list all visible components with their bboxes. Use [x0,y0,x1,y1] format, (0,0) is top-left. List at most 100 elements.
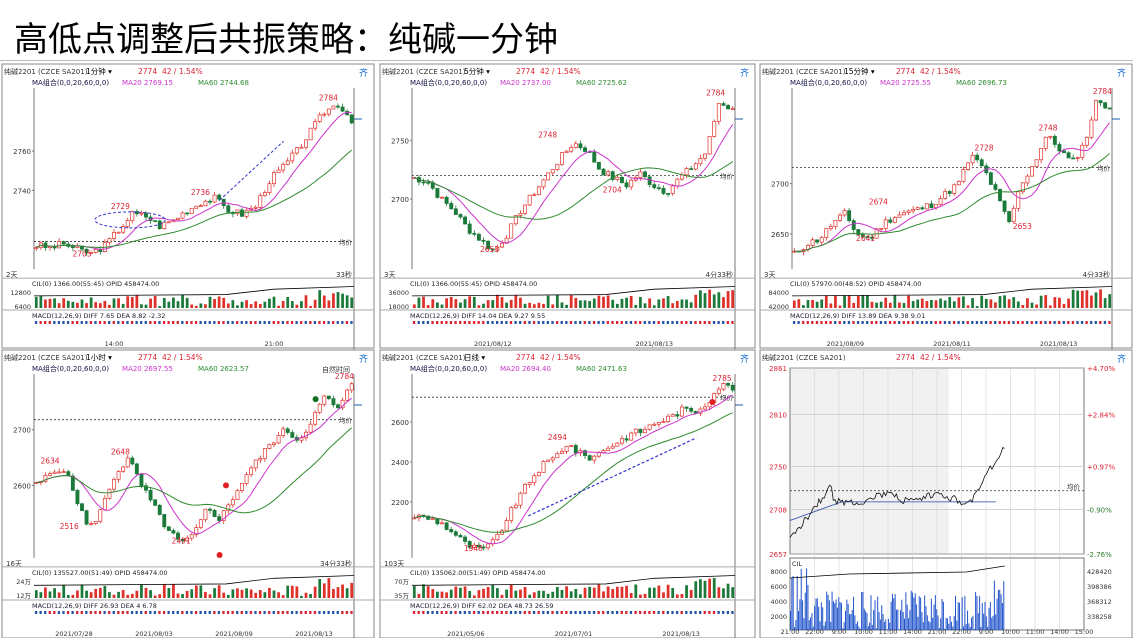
candle-body [185,212,190,215]
macd-bar [1016,321,1020,324]
volume-bar [509,584,513,598]
macd-bar [916,321,919,324]
macd-bar [606,611,610,614]
volume-bar [240,589,244,598]
volume-bar [1048,305,1052,308]
macd-bar [94,321,97,324]
volume-bar [835,599,837,630]
macd-bar [350,611,353,614]
candle-body [647,424,652,430]
volume-bar [806,299,810,308]
candle-body [870,236,874,239]
ma-combo-label: MA组合(0,0,20,60,0,0) [32,78,109,87]
macd-bar [708,611,711,614]
volume-bar [933,604,935,630]
macd-bar [199,321,202,324]
volume-bar [796,575,798,630]
volume-bar [560,589,564,598]
vol-tick-label: 6000 [770,583,787,591]
volume-header: CIL(0) 57970.00(48:52) OPID 458474.00 [790,280,921,288]
countdown-label: 4分33秒 [706,270,733,279]
macd-bar [336,611,339,614]
macd-bar [108,321,111,324]
volume-bar [726,583,730,598]
time-axis-label: 15:00 [1075,628,1094,636]
volume-bar [459,302,462,308]
candle-body [892,217,897,223]
volume-bar [231,300,235,308]
volume-bar [634,304,638,308]
candle-body [1103,102,1108,109]
chart-panel-6: 纯碱2201 (CZCE SA201) 2774 42 / 1.54% 齐 2861 +4… [759,349,1133,638]
candle-body [262,448,267,459]
macd-bar [523,611,526,614]
volume-bar [849,614,851,630]
candle-body [559,152,564,165]
right-pct-tick: +0.97% [1087,464,1115,472]
macd-bar [204,321,207,324]
macd-bar [435,321,439,324]
candle-body [1066,152,1071,159]
macd-bar [834,321,837,324]
candle-body [157,504,162,515]
volume-bar [962,296,965,308]
candle-body [121,466,126,472]
candle-body [89,523,94,525]
volume-bar [144,587,148,598]
volume-bar [449,589,453,598]
header-symbol: 纯碱2201 (CZCE SA201) [762,67,846,76]
vol-tick-label: 6400 [14,303,31,311]
candle-body [856,229,861,235]
x-axis-label: 2021/08/11 [933,340,970,348]
volume-bar [477,305,481,308]
volume-bar [158,306,162,308]
volume-bar [71,301,75,308]
volume-bar [859,628,861,630]
x-axis-label: 2021/08/09 [215,630,252,638]
candle-body [486,543,491,549]
macd-bar [345,321,349,324]
volume-bar [468,591,472,598]
macd-bar [1085,321,1088,324]
price-label: 2653 [1013,222,1032,231]
vol-tick-label: 12800 [10,289,31,297]
volume-bar [181,294,184,308]
price-curve [789,447,1005,538]
macd-bar [726,611,730,614]
volume-bar [675,594,679,598]
macd-header: MACD(12,26,9) DIFF 13.89 DEA 9.38 9.01 [790,312,925,320]
volume-bar [828,600,830,630]
candle-body [966,162,970,170]
volume-bar [194,585,198,598]
candle-body [153,220,158,222]
candle-body [198,519,203,528]
candle-body [1107,107,1112,110]
ma20-label: MA20 2725.55 [880,79,931,87]
volume-bar [213,298,216,308]
volume-bar [295,304,299,308]
macd-bar [327,321,330,324]
volume-bar [39,592,43,598]
volume-bar [657,299,661,308]
volume-bar [222,592,226,598]
volume-bar [936,609,938,630]
volume-bar [431,299,435,308]
macd-bar [675,321,679,324]
macd-bar [952,321,956,324]
macd-bar [126,321,129,324]
volume-bar [463,299,467,308]
volume-bar [491,584,495,598]
volume-bar [666,584,670,598]
candle-body [546,459,551,462]
volume-bar [1076,290,1080,308]
header-period: 1小时 ▾ [86,352,112,362]
macd-bar [34,321,38,324]
macd-bar [495,611,499,614]
volume-bar [1071,289,1075,308]
macd-bar [843,321,846,324]
volume-bar [472,296,476,308]
volume-bar [117,591,120,598]
candle-body [601,168,606,176]
header-symbol: 纯碱2201 (CZCE SA201) [762,353,846,362]
volume-bar [53,298,56,308]
